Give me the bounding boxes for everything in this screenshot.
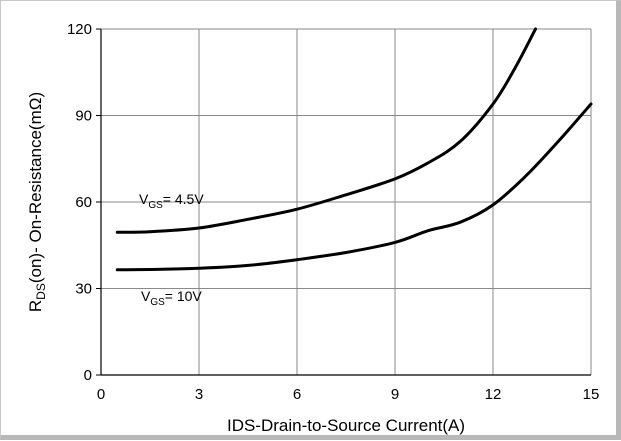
x-tick-label: 6 <box>293 386 301 403</box>
y-tick-label: 30 <box>75 281 92 298</box>
x-tick-label: 0 <box>97 386 105 403</box>
x-tick-label: 9 <box>391 386 399 403</box>
grid-lines <box>100 28 592 376</box>
y-tick-label: 120 <box>67 21 92 38</box>
y-tick-label: 90 <box>75 108 92 125</box>
y-tick-labels: 0 30 60 90 120 <box>67 21 92 384</box>
x-axis-label: IDS-Drain-to-Source Current(A) <box>227 416 465 435</box>
y-tick-label: 0 <box>84 367 92 384</box>
series-line-0 <box>115 27 537 234</box>
series-lines <box>115 27 593 272</box>
y-tick-label: 60 <box>75 194 92 211</box>
series-label-vgs-10v: VGS= 10V <box>141 288 202 308</box>
series-line-1 <box>115 102 593 272</box>
x-tick-labels: 0 3 6 9 12 15 <box>97 386 600 403</box>
series-label-vgs-4.5v: VGS= 4.5V <box>139 191 204 211</box>
x-tick-label: 15 <box>583 386 600 403</box>
x-tick-label: 3 <box>195 386 203 403</box>
y-axis-label: RDS(on)- On-Resistance(mΩ) <box>26 92 48 312</box>
axes <box>96 28 591 376</box>
x-tick-label: 12 <box>485 386 502 403</box>
